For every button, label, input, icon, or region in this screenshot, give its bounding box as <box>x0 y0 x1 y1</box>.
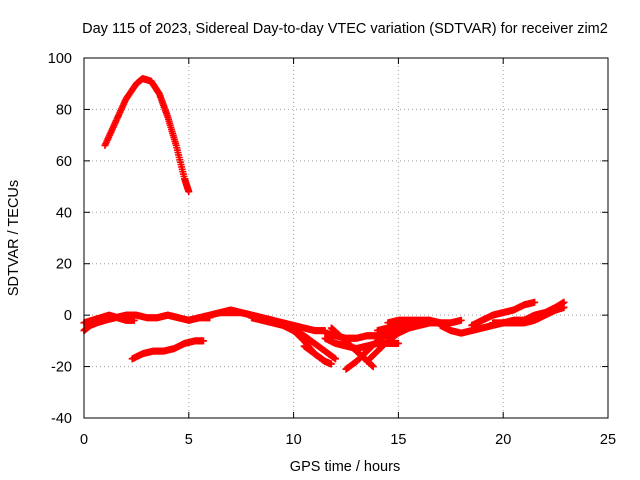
data-point <box>531 298 539 306</box>
grid-lines <box>84 58 608 418</box>
x-tick-label: 25 <box>600 432 616 448</box>
data-point <box>332 355 340 363</box>
x-axis-ticks: 0 5 10 15 20 25 <box>80 58 616 448</box>
series-arc-1 <box>101 75 193 196</box>
data-point <box>560 303 568 311</box>
data-point <box>185 188 193 196</box>
x-axis-label: GPS time / hours <box>290 459 400 475</box>
y-tick-label: 0 <box>64 308 72 324</box>
plot-frame <box>83 57 609 419</box>
series-arc-19 <box>468 298 539 329</box>
x-tick-label: 15 <box>390 432 406 448</box>
y-tick-label: 80 <box>56 102 72 118</box>
series-arc-17 <box>373 319 444 335</box>
y-tick-label: 20 <box>56 257 72 273</box>
data-point <box>394 339 402 347</box>
y-axis-label: SDTVAR / TECUs <box>6 180 22 296</box>
x-tick-label: 5 <box>185 432 193 448</box>
data-point <box>369 363 377 371</box>
series-arc-21 <box>510 303 568 327</box>
data-point <box>327 360 335 368</box>
data-points <box>80 75 568 373</box>
data-point <box>457 316 465 324</box>
y-tick-label: 60 <box>56 154 72 170</box>
y-tick-label: 40 <box>56 205 72 221</box>
series-arc-5 <box>128 337 207 363</box>
y-tick-label: -20 <box>51 360 72 376</box>
series-arc-10 <box>300 342 335 368</box>
y-axis-ticks: -40 -20 0 20 40 60 80 100 <box>48 51 608 427</box>
x-tick-label: 10 <box>286 432 302 448</box>
y-tick-label: -40 <box>51 411 72 427</box>
x-tick-label: 0 <box>80 432 88 448</box>
y-tick-label: 100 <box>48 51 72 67</box>
chart-title: Day 115 of 2023, Sidereal Day-to-day VTE… <box>82 21 608 37</box>
data-point <box>199 337 207 345</box>
x-tick-label: 20 <box>495 432 511 448</box>
